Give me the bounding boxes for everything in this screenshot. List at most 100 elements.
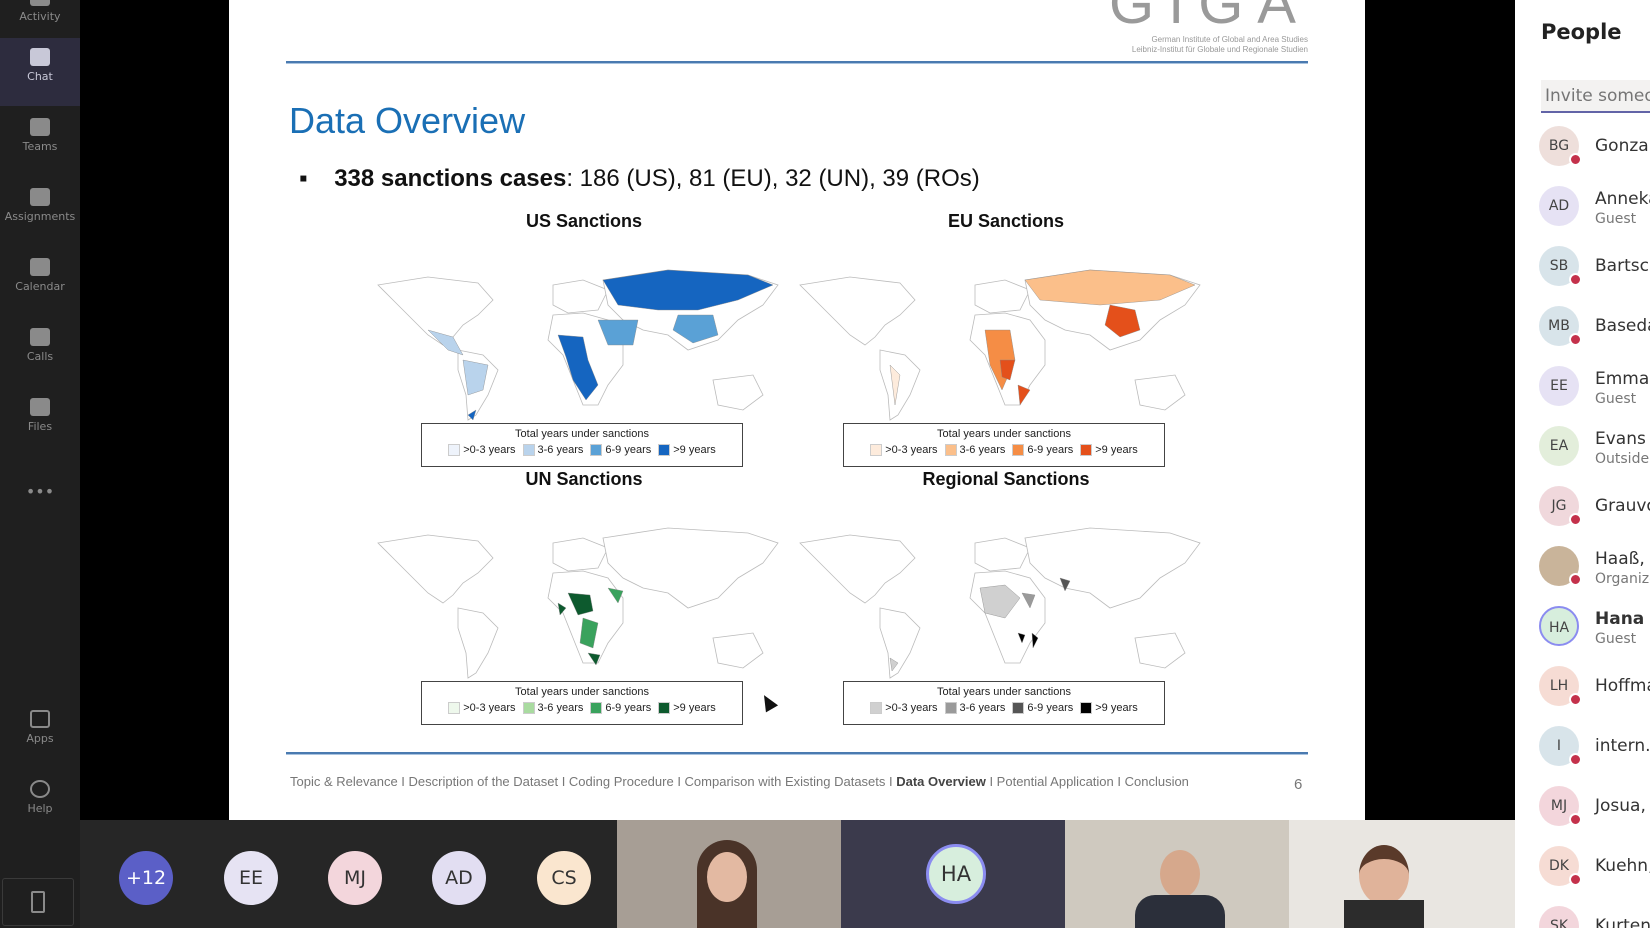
legend-swatch	[658, 444, 671, 457]
calendar-icon	[30, 258, 50, 276]
more-participants-button[interactable]: +12	[119, 851, 173, 905]
continent	[969, 570, 1046, 664]
rail-item-apps[interactable]: Apps	[0, 700, 80, 768]
video-tile[interactable]	[617, 820, 841, 928]
rail-item-calendar[interactable]: Calendar	[0, 248, 80, 316]
people-list-item[interactable]: DK Kuehn,	[1539, 840, 1650, 896]
rail-item-more[interactable]: •••	[0, 460, 80, 528]
people-list-item[interactable]: EE Emma Guest	[1539, 360, 1650, 416]
people-list-item[interactable]: LHHoffma	[1539, 660, 1650, 716]
invite-input[interactable]	[1541, 80, 1650, 113]
legend-label: 3-6 years	[537, 702, 584, 714]
video-tile[interactable]	[1065, 820, 1289, 928]
rail-label: Chat	[27, 70, 53, 83]
participant-strip: HA +12 EE MJ AD CS	[80, 820, 1515, 928]
phone-icon	[30, 328, 50, 346]
legend-entry: 6-9 years	[590, 444, 651, 457]
do-not-disturb-icon	[1569, 513, 1582, 526]
people-list-item[interactable]: MBBaseda	[1539, 300, 1650, 356]
people-list-item[interactable]: HA Hana A Guest	[1539, 600, 1650, 656]
legend-label: >9 years	[1095, 444, 1138, 456]
rail-label: Apps	[26, 732, 54, 745]
legend-swatch	[590, 444, 603, 457]
legend-entry: 3-6 years	[522, 444, 584, 457]
person-name: intern.i	[1595, 736, 1650, 756]
participant-avatar[interactable]: EE	[224, 851, 278, 905]
rail-item-assignments[interactable]: Assignments	[0, 178, 80, 246]
legend-label: 6-9 years	[1027, 702, 1074, 714]
people-list-item[interactable]: SBBartsch	[1539, 240, 1650, 296]
sanctioned-region	[567, 592, 594, 616]
person-name: Gonzalez	[1595, 136, 1650, 156]
legend-swatch	[590, 702, 603, 715]
legend-swatch	[1012, 702, 1025, 715]
sanctioned-region	[462, 359, 489, 396]
people-list-item[interactable]: JGGrauvo	[1539, 480, 1650, 536]
person-name: Kuehn,	[1595, 856, 1650, 876]
people-list-item[interactable]: BGGonzalez	[1539, 120, 1650, 176]
sanctioned-region	[597, 319, 639, 346]
continent	[879, 349, 921, 421]
legend-entry: >9 years	[658, 702, 716, 715]
legend-label: 3-6 years	[959, 444, 1006, 456]
map-legend: Total years under sanctions >0-3 years 3-6…	[843, 681, 1165, 725]
people-title: People	[1541, 20, 1622, 44]
slide-footer-nav: Topic & Relevance I Description of the D…	[290, 774, 1189, 789]
participant-avatar[interactable]: AD	[432, 851, 486, 905]
sanctioned-region	[1021, 592, 1036, 609]
legend-title: Total years under sanctions	[515, 686, 649, 698]
rail-item-calls[interactable]: Calls	[0, 318, 80, 386]
sanctioned-region	[1017, 384, 1031, 406]
sanctioned-region	[557, 602, 567, 616]
sanctioned-region	[1031, 632, 1039, 649]
people-list-item[interactable]: EA Evans T Outside	[1539, 420, 1650, 476]
busy-status-icon	[1569, 873, 1582, 886]
continent	[974, 279, 1031, 314]
legend-label: 3-6 years	[537, 444, 584, 456]
continent	[602, 527, 779, 609]
rail-label: Assignments	[4, 210, 76, 223]
continent	[1134, 632, 1186, 669]
top-divider	[286, 61, 1308, 64]
people-list-item[interactable]: Haaß, F Organizer	[1539, 540, 1650, 596]
rail-item-activity[interactable]: Activity	[0, 0, 80, 46]
continent	[799, 276, 916, 346]
map-title: Regional Sanctions	[922, 469, 1090, 489]
rail-item-files[interactable]: Files	[0, 388, 80, 456]
rail-label: Activity	[19, 10, 61, 23]
sanctioned-region	[607, 587, 624, 604]
legend-entry: >9 years	[1080, 444, 1138, 457]
sanctioned-region	[1059, 577, 1071, 592]
avatar: EE	[1539, 366, 1579, 406]
continent	[974, 537, 1031, 572]
sanctioned-region	[467, 409, 477, 421]
person-role: Outside	[1595, 451, 1650, 467]
person-role: Guest	[1595, 631, 1637, 647]
legend-entry: >0-3 years	[448, 444, 516, 457]
people-list-item[interactable]: SK Kurtenb	[1539, 900, 1650, 928]
rail-item-help[interactable]: Help	[0, 770, 80, 838]
bottom-divider	[286, 752, 1308, 755]
rail-item-chat[interactable]: Chat	[0, 38, 80, 106]
participant-avatar[interactable]: MJ	[328, 851, 382, 905]
legend-label: 6-9 years	[1027, 444, 1074, 456]
legend-label: 6-9 years	[605, 702, 652, 714]
busy-status-icon	[1569, 753, 1582, 766]
participant-avatar[interactable]: CS	[537, 851, 591, 905]
rail-label: Calendar	[15, 280, 65, 293]
busy-status-icon	[1569, 813, 1582, 826]
video-tile[interactable]	[1289, 820, 1515, 928]
avatar: HA	[1539, 606, 1579, 646]
people-list-item[interactable]: AD Anneka Guest	[1539, 180, 1650, 236]
legend-title: Total years under sanctions	[515, 428, 649, 440]
world-map	[377, 527, 779, 679]
legend-entry: 3-6 years	[944, 702, 1005, 715]
legend-title: Total years under sanctions	[937, 428, 1071, 440]
device-button[interactable]	[2, 878, 74, 926]
speaker-tile[interactable]: HA	[841, 820, 1065, 928]
legend-entry: >9 years	[1080, 702, 1138, 715]
rail-item-teams[interactable]: Teams	[0, 108, 80, 176]
legend-swatch	[1080, 444, 1093, 457]
